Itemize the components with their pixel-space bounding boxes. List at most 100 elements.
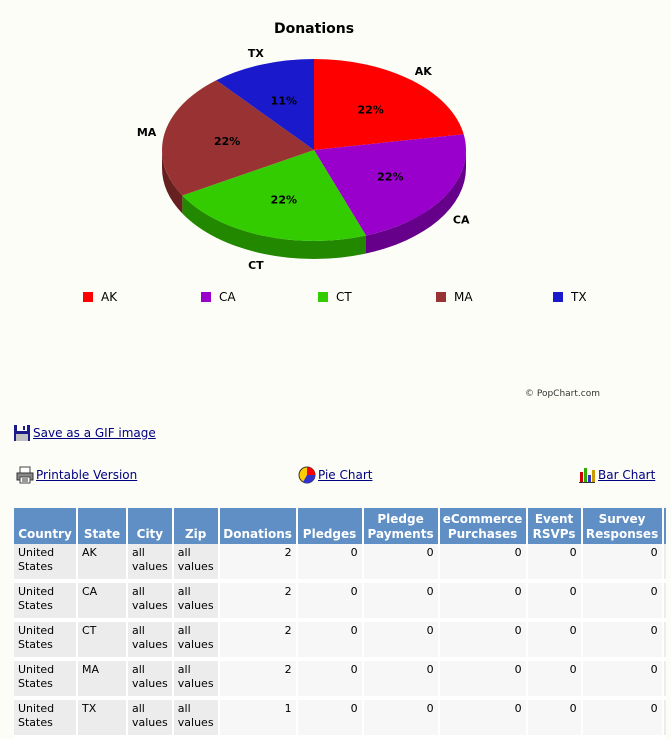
table-cell: 0 xyxy=(582,700,664,739)
pie-category-label: AK xyxy=(415,65,433,78)
table-cell: 0 xyxy=(439,622,528,661)
bar-chart-row: Bar Chart xyxy=(578,466,655,484)
save-gif-link[interactable]: Save as a GIF image xyxy=(33,426,156,440)
table-cell: 0 xyxy=(363,544,440,583)
pie-percent-label: 22% xyxy=(271,194,297,207)
legend-swatch xyxy=(318,292,328,302)
table-cell: 0 xyxy=(439,700,528,739)
table-cell: 2 xyxy=(219,622,298,661)
table-cell: United States xyxy=(14,622,78,661)
col-pledges: Pledges xyxy=(297,508,364,544)
pie-category-label: MA xyxy=(137,126,157,139)
legend-label: CA xyxy=(219,290,236,304)
table-cell: 0 xyxy=(527,583,583,622)
legend-swatch xyxy=(83,292,93,302)
pie-3d-sides xyxy=(162,150,467,260)
pie-slice-ca xyxy=(314,134,466,236)
pie-percent-label: 22% xyxy=(377,170,403,183)
table-cell: 2 xyxy=(219,544,298,583)
col-zip: Zip xyxy=(173,508,220,544)
table-cell: 0 xyxy=(363,700,440,739)
pie-slices xyxy=(162,59,466,242)
table-cell: all values xyxy=(128,622,174,661)
pie-side-ca xyxy=(365,150,467,254)
floppy-disk-icon[interactable] xyxy=(13,424,31,442)
table-cell: all values xyxy=(173,622,220,661)
pie-labels: 22% AK 22% CA 22% CT 22% MA 11% TX xyxy=(137,47,470,272)
legend-swatch xyxy=(553,292,563,302)
table-cell-overflow xyxy=(663,661,666,700)
col-ecommerce-purchases: eCommerce Purchases xyxy=(439,508,528,544)
printable-version-link[interactable]: Printable Version xyxy=(36,468,138,482)
table-cell-overflow xyxy=(663,583,666,622)
col-donations: Donations xyxy=(219,508,298,544)
bar-chart-link[interactable]: Bar Chart xyxy=(598,468,656,482)
table-cell: 0 xyxy=(582,622,664,661)
table-cell: 0 xyxy=(297,700,364,739)
chart-credit: © PopChart.com xyxy=(525,389,600,399)
table-cell: 0 xyxy=(297,622,364,661)
table-row: United States MA all values all values 2 0 0 0 0… xyxy=(14,661,666,700)
pie-percent-label: 22% xyxy=(214,135,240,148)
table-row: United States AK all values all values 2 0 0 0 0… xyxy=(14,544,666,583)
legend-label: MA xyxy=(454,290,473,304)
table-cell: 0 xyxy=(297,544,364,583)
pie-slice-ct xyxy=(182,150,366,242)
col-event-rsvps: Event RSVPs xyxy=(527,508,583,544)
legend-label: AK xyxy=(101,290,118,304)
table-row: United States TX all values all values 1 0 0 0 0… xyxy=(14,700,666,739)
legend-label: CT xyxy=(336,290,352,304)
table-cell: 0 xyxy=(439,583,528,622)
legend-label: TX xyxy=(570,290,587,304)
table-cell: all values xyxy=(173,700,220,739)
table-cell: 2 xyxy=(219,583,298,622)
legend-swatch xyxy=(201,292,211,302)
table-cell: 0 xyxy=(363,661,440,700)
table-cell: all values xyxy=(128,661,174,700)
table-cell: 0 xyxy=(439,544,528,583)
pie-category-label: CT xyxy=(248,259,264,272)
bar-chart-icon[interactable] xyxy=(578,466,596,484)
table-cell: 1 xyxy=(219,700,298,739)
table-cell: all values xyxy=(173,583,220,622)
table-cell: United States xyxy=(14,544,78,583)
table-cell: 0 xyxy=(527,544,583,583)
table-cell: all values xyxy=(128,544,174,583)
table-cell: 0 xyxy=(527,622,583,661)
table-cell: 0 xyxy=(439,661,528,700)
table-cell: all values xyxy=(128,700,174,739)
pie-chart: Donations 22% AK 22% CA 22% CT 22% MA 11% TX AK CA… xyxy=(83,21,600,399)
pie-chart-link[interactable]: Pie Chart xyxy=(318,468,373,482)
table-cell-overflow xyxy=(663,544,666,583)
table-cell: MA xyxy=(78,661,128,700)
table-cell: United States xyxy=(14,661,78,700)
pie-category-label: CA xyxy=(453,214,470,227)
table-row: United States CT all values all values 2 0 0 0 0… xyxy=(14,622,666,661)
pie-percent-label: 11% xyxy=(271,94,297,107)
chart-legend: AK CA CT MA TX xyxy=(83,290,587,304)
table-cell: CT xyxy=(78,622,128,661)
col-city: City xyxy=(128,508,174,544)
table-cell: United States xyxy=(14,583,78,622)
table-cell: 0 xyxy=(582,661,664,700)
pie-slice-tx xyxy=(216,59,314,150)
table-row: United States CA all values all values 2 0 0 0 0… xyxy=(14,583,666,622)
save-gif-row: Save as a GIF image xyxy=(13,424,156,442)
legend-swatch xyxy=(436,292,446,302)
report-table: Country State City Zip Donations Pledges… xyxy=(14,508,666,739)
table-cell: 0 xyxy=(363,583,440,622)
pie-category-label: TX xyxy=(248,47,265,60)
table-cell: 0 xyxy=(297,583,364,622)
printer-icon[interactable] xyxy=(16,466,34,484)
col-overflow xyxy=(663,508,666,544)
col-pledge-payments: Pledge Payments xyxy=(363,508,440,544)
table-cell: 0 xyxy=(527,661,583,700)
table-cell: 0 xyxy=(527,700,583,739)
pie-chart-row: Pie Chart xyxy=(298,466,372,484)
chart-title: Donations xyxy=(274,21,354,37)
table-cell: 2 xyxy=(219,661,298,700)
table-cell-overflow xyxy=(663,700,666,739)
pie-chart-icon[interactable] xyxy=(298,466,316,484)
table-cell: 0 xyxy=(582,544,664,583)
pie-slice-ak xyxy=(314,59,464,150)
